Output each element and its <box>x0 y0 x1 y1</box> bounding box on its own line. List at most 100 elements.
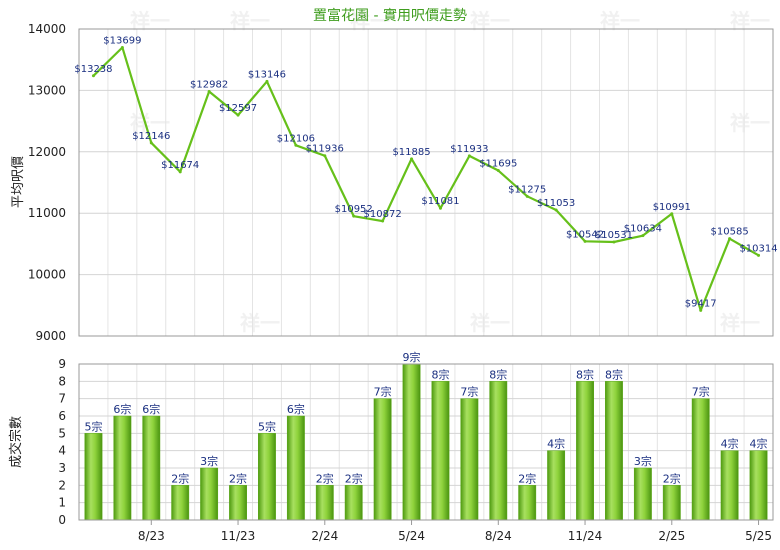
volume-bar <box>749 450 768 521</box>
volume-data-label: 5宗 <box>84 419 102 433</box>
volume-y-tick-label: 4 <box>58 444 66 458</box>
volume-bar <box>547 450 566 521</box>
price-data-labels: $13238 $13699 $12146 $11674 $12982 $12597 $131… <box>74 35 777 309</box>
price-data-label: $9417 <box>685 298 717 309</box>
volume-data-label: 4宗 <box>721 437 739 451</box>
volume-y-tick-label: 9 <box>58 357 66 371</box>
volume-data-label: 6宗 <box>113 402 131 416</box>
volume-y-axis: 0 1 2 3 4 5 6 7 8 9 <box>58 357 66 527</box>
price-point <box>294 143 298 147</box>
price-point <box>525 194 529 198</box>
x-tick-label: 8/24 <box>485 529 512 543</box>
volume-y-tick-label: 1 <box>58 496 66 510</box>
price-point <box>641 234 645 238</box>
volume-y-tick-label: 7 <box>58 392 66 406</box>
price-point <box>670 212 674 216</box>
price-data-label: $10872 <box>364 209 402 220</box>
price-point <box>583 239 587 243</box>
volume-bar <box>691 398 710 521</box>
price-data-label: $11695 <box>479 159 517 170</box>
volume-data-label: 2宗 <box>229 471 247 485</box>
volume-data-label: 2宗 <box>171 471 189 485</box>
price-data-label: $10314 <box>739 243 777 254</box>
volume-y-tick-label: 8 <box>58 374 66 388</box>
price-point <box>352 214 356 218</box>
price-data-label: $12982 <box>190 80 228 91</box>
price-data-label: $11936 <box>306 144 344 155</box>
volume-y-tick-label: 5 <box>58 426 66 440</box>
volume-bar <box>200 467 219 521</box>
price-data-label: $11933 <box>450 144 488 155</box>
volume-data-label: 2宗 <box>518 471 536 485</box>
price-y-tick-label: 13000 <box>28 83 66 97</box>
volume-data-label: 9宗 <box>403 350 421 364</box>
price-point <box>178 170 182 174</box>
price-y-tick-label: 12000 <box>28 145 66 159</box>
price-y-tick-label: 14000 <box>28 22 66 36</box>
volume-data-label: 5宗 <box>258 419 276 433</box>
price-data-label: $10634 <box>624 224 662 235</box>
volume-data-label: 2宗 <box>663 471 681 485</box>
price-point <box>728 237 732 241</box>
volume-bar <box>605 381 623 521</box>
chart-title: 置富花園 - 實用呎價走勢 <box>313 7 467 24</box>
price-point <box>323 154 327 158</box>
x-tick-label: 2/25 <box>658 529 685 543</box>
volume-data-label: 8宗 <box>605 367 623 381</box>
x-tick-label: 8/23 <box>138 529 165 543</box>
price-plot-frame <box>78 28 774 337</box>
price-point <box>410 157 414 161</box>
price-point <box>149 141 153 145</box>
volume-bar <box>489 381 508 521</box>
x-tick-label: 2/24 <box>311 529 338 543</box>
volume-bar <box>315 485 334 521</box>
price-point <box>120 45 124 49</box>
volume-data-label: 4宗 <box>750 437 768 451</box>
price-y-axis-label: 平均呎價 <box>11 156 26 208</box>
volume-data-label: 8宗 <box>576 367 594 381</box>
volume-data-label: 2宗 <box>316 471 334 485</box>
price-data-label: $10991 <box>653 202 691 213</box>
volume-bar <box>113 415 132 521</box>
price-data-label: $11885 <box>392 147 430 158</box>
price-point <box>207 90 211 94</box>
volume-bar <box>431 381 450 521</box>
volume-bar <box>229 485 247 521</box>
price-series <box>91 45 761 312</box>
volume-bar <box>258 433 276 521</box>
price-point <box>699 308 703 312</box>
volume-data-label: 7宗 <box>374 385 392 399</box>
price-data-label: $13146 <box>248 69 286 80</box>
price-line <box>92 46 760 312</box>
x-tick-label: 11/23 <box>221 529 256 543</box>
volume-data-label: 6宗 <box>142 402 160 416</box>
price-data-label: $11674 <box>161 160 199 171</box>
x-tick-label: 11/24 <box>568 529 603 543</box>
volume-data-label: 3宗 <box>634 454 652 468</box>
price-point <box>265 79 269 83</box>
watermark-text: 祥一 <box>240 311 280 335</box>
x-axis: 8/23 11/23 2/24 5/24 8/24 11/24 2/25 5/25 <box>138 520 772 543</box>
price-point <box>236 113 240 117</box>
volume-data-labels: 5宗 6宗 6宗 2宗 3宗 2宗 5宗 6宗 2宗 2宗 7宗 9宗 8宗 7宗 8宗 2宗 4宗 8宗 8宗 3宗… <box>84 350 767 485</box>
volume-bar <box>344 485 363 521</box>
volume-y-axis-label: 成交宗數 <box>8 416 24 468</box>
price-data-label: $13238 <box>74 64 112 75</box>
price-data-label: $10542 <box>566 229 604 240</box>
volume-data-label: 8宗 <box>431 367 449 381</box>
volume-y-tick-label: 2 <box>58 478 66 492</box>
price-data-label: $10585 <box>711 227 749 238</box>
price-data-label: $10952 <box>335 204 373 215</box>
volume-data-label: 2宗 <box>345 471 363 485</box>
volume-bar <box>142 415 161 521</box>
price-point <box>381 219 385 223</box>
volume-y-tick-label: 3 <box>58 461 66 475</box>
price-point <box>554 208 558 212</box>
price-data-label: $11053 <box>537 198 575 209</box>
volume-y-tick-label: 6 <box>58 409 66 423</box>
x-tick-label: 5/25 <box>745 529 772 543</box>
volume-data-label: 7宗 <box>460 385 478 399</box>
volume-bar <box>460 398 479 521</box>
volume-bar <box>171 485 190 521</box>
